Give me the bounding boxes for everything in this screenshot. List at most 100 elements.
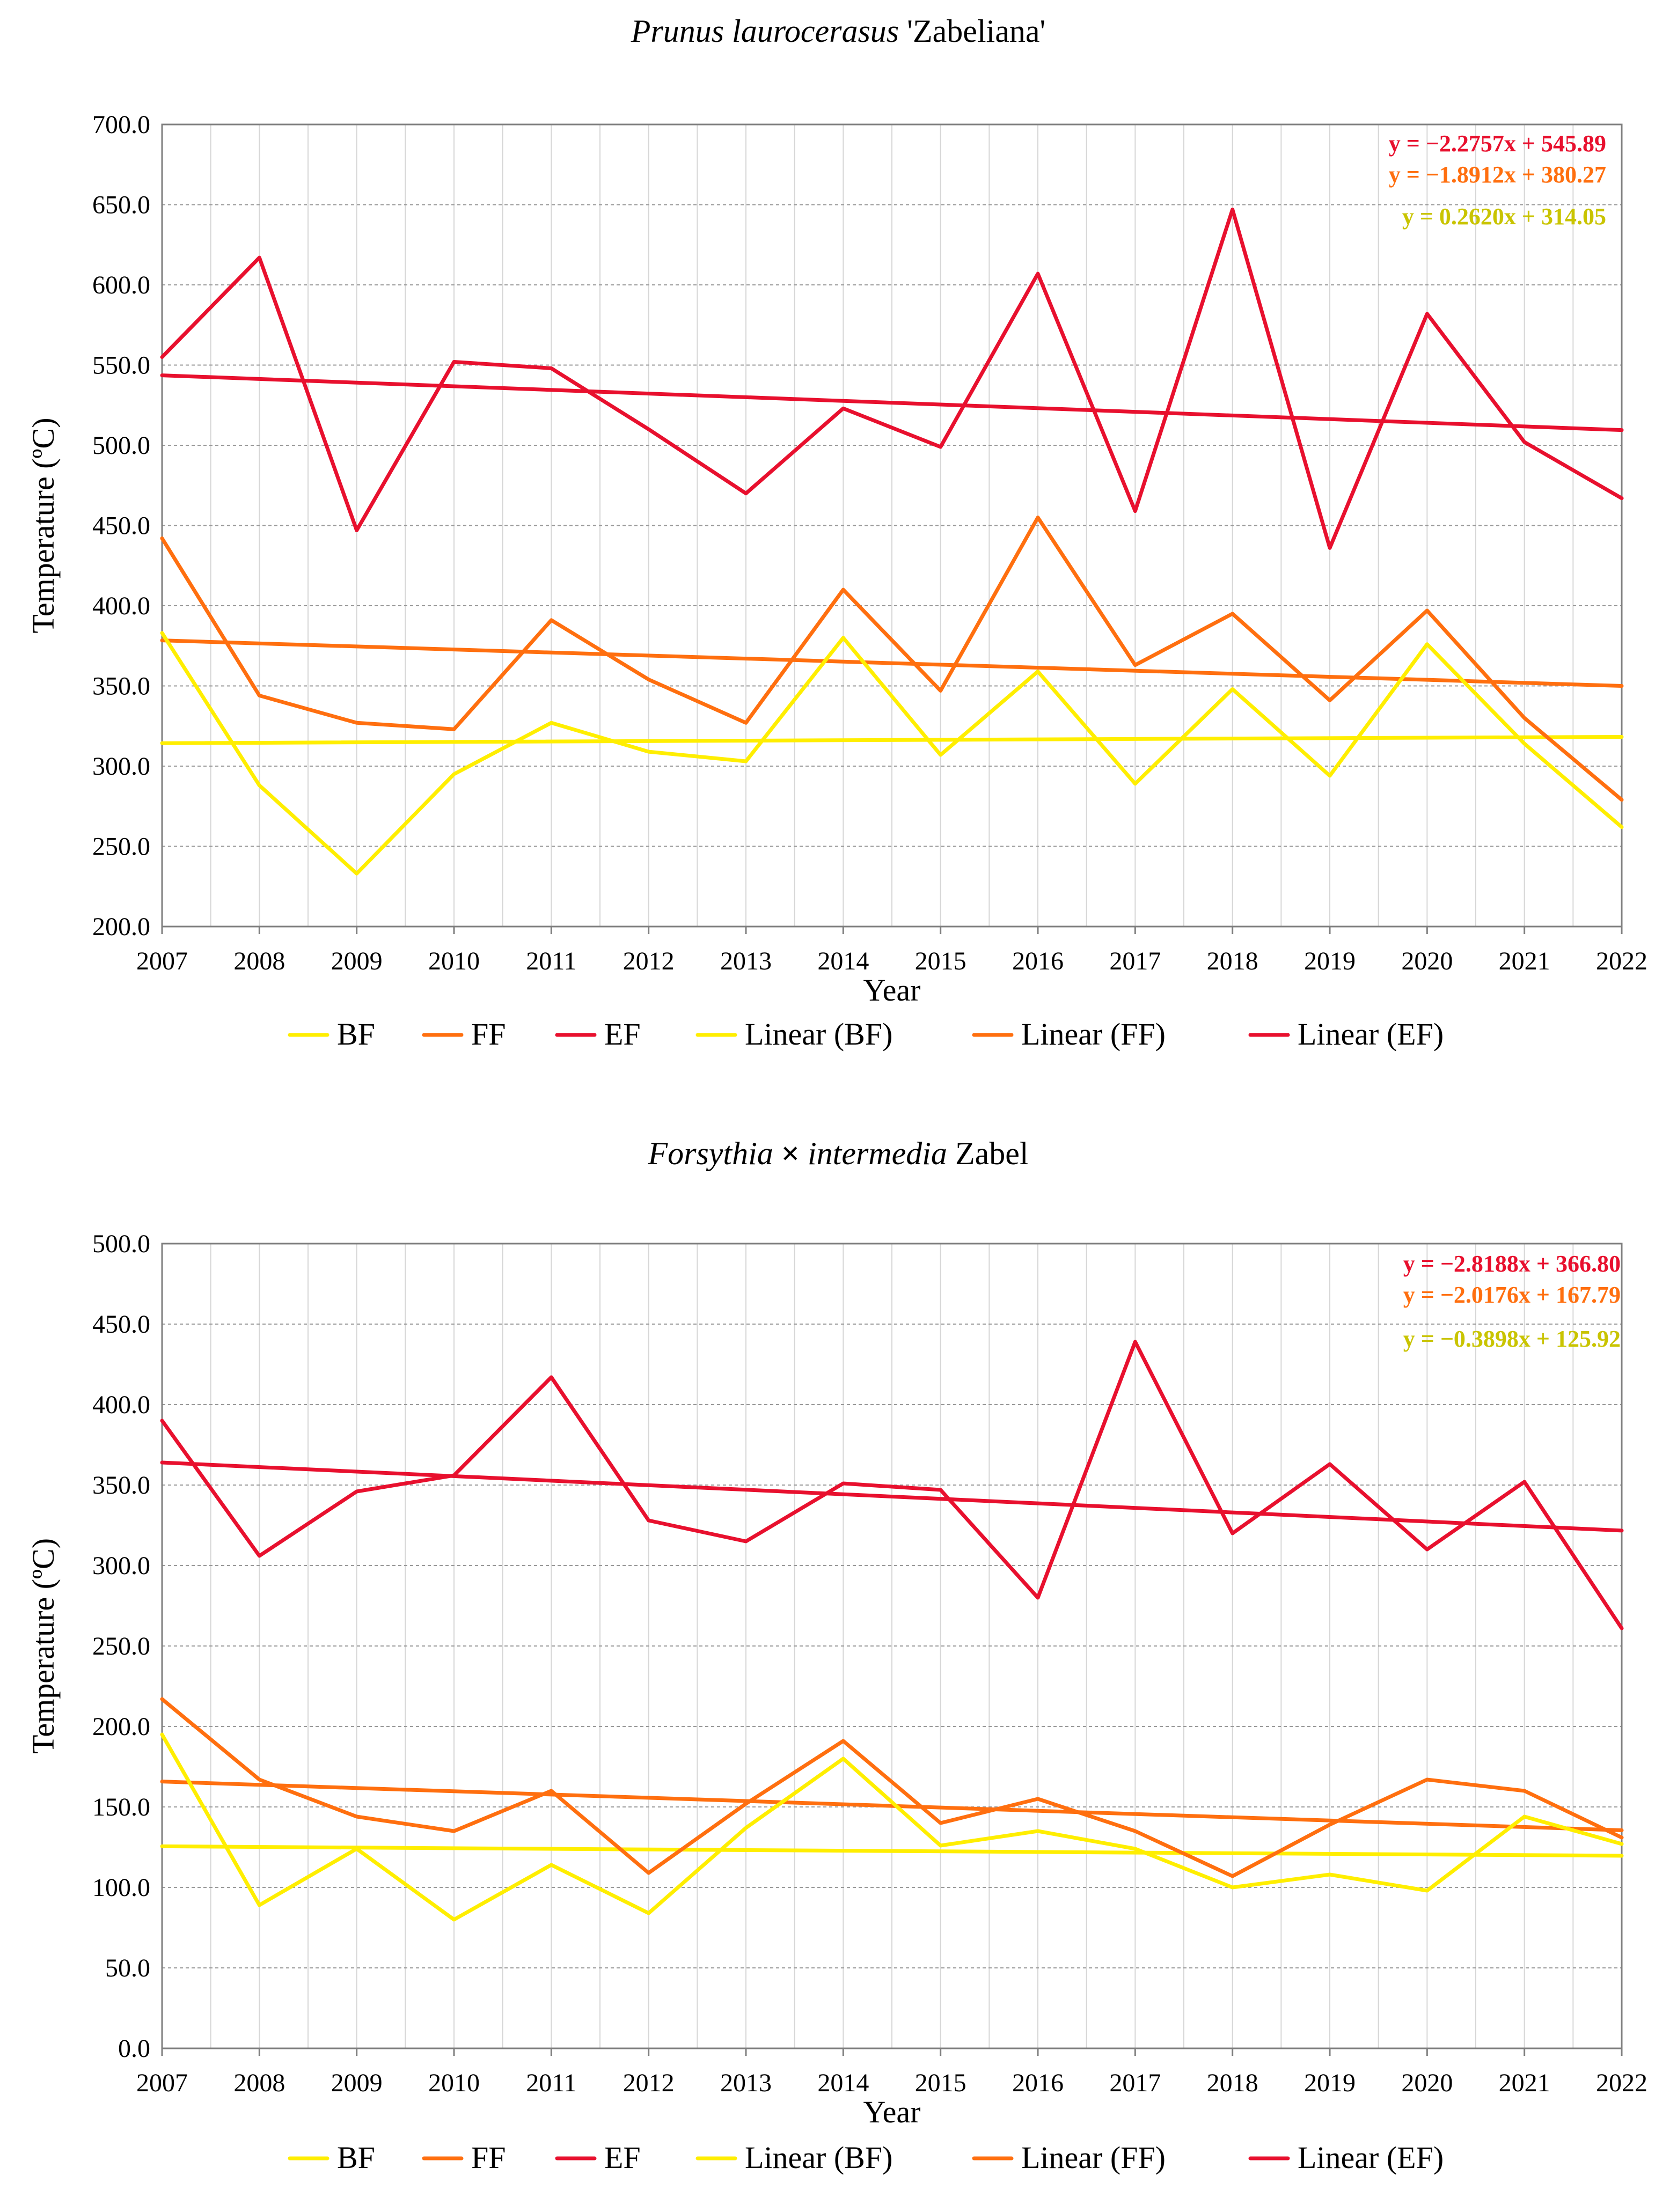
- chart-2-y-tick-label: 250.0: [92, 1632, 150, 1660]
- chart-1-x-tick-label: 2017: [1109, 947, 1161, 975]
- chart-1-trend-equation-ff: y = −1.8912x + 380.27: [1389, 161, 1606, 188]
- chart-1-x-tick-label: 2021: [1499, 947, 1550, 975]
- chart-1-legend-label-0: BF: [337, 1017, 375, 1052]
- chart-2-y-tick-label: 500.0: [92, 1230, 150, 1258]
- chart-2-x-tick-label: 2017: [1109, 2069, 1161, 2097]
- chart-1-y-tick-label: 450.0: [92, 512, 150, 540]
- chart-2-y-tick-label: 50.0: [105, 1954, 150, 1982]
- chart-1-series-line-bf: [160, 631, 1624, 876]
- chart-1-legend-label-4: Linear (FF): [1021, 1017, 1166, 1052]
- chart-1-title: Prunus laurocerasus 'Zabeliana': [631, 13, 1046, 49]
- chart-2-x-tick-label: 2010: [428, 2069, 480, 2097]
- chart-2-x-tick-label: 2011: [526, 2069, 576, 2097]
- chart-1-y-tick-label: 500.0: [92, 431, 150, 460]
- chart-1-x-tick-label: 2022: [1596, 947, 1647, 975]
- chart-2-title-rest: Zabel: [947, 1136, 1029, 1171]
- chart-1-x-tick-label: 2013: [720, 947, 772, 975]
- chart-2-legend-label-2: EF: [604, 2140, 641, 2175]
- chart-2-y-tick-label: 100.0: [92, 1873, 150, 1902]
- chart-2-legend-label-0: BF: [337, 2140, 375, 2175]
- chart-2-title: Forsythia × intermedia Zabel: [647, 1136, 1028, 1171]
- chart-2-title-italic-2: intermedia: [808, 1136, 947, 1171]
- chart-1-x-tick-label: 2008: [233, 947, 285, 975]
- chart-1-title-italic: Prunus laurocerasus: [631, 13, 899, 49]
- chart-2-x-tick-label: 2015: [915, 2069, 966, 2097]
- chart-2-y-tick-label: 400.0: [92, 1391, 150, 1419]
- chart-2-y-tick-label: 150.0: [92, 1793, 150, 1821]
- chart-2-y-tick-label: 300.0: [92, 1552, 150, 1580]
- chart-1-plot-area-border: [161, 123, 1623, 928]
- chart-1-series-line-ff: [160, 516, 1624, 802]
- chart-1-y-tick-label: 200.0: [92, 913, 150, 941]
- chart-1-x-axis-title: Year: [863, 973, 921, 1008]
- chart-2-title-times: ×: [773, 1136, 808, 1171]
- chart-2-trendline-ef: [160, 1460, 1624, 1533]
- chart-1-x-tick-label: 2010: [428, 947, 480, 975]
- chart-1-x-tick-label: 2012: [623, 947, 675, 975]
- chart-2-y-tick-label: 200.0: [92, 1713, 150, 1741]
- chart-1-trend-equation-ef: y = −2.2757x + 545.89: [1389, 130, 1606, 157]
- chart-2-series-line-ff: [160, 1697, 1624, 1878]
- chart-2-legend-label-1: FF: [471, 2140, 506, 2175]
- chart-2-series-line-ef: [160, 1340, 1624, 1630]
- chart-2-x-tick-label: 2020: [1401, 2069, 1453, 2097]
- chart-1-x-tick-label: 2014: [817, 947, 869, 975]
- chart-1-trendline-ef: [160, 373, 1624, 432]
- chart-2-trend-equation-bf: y = −0.3898x + 125.92: [1403, 1326, 1621, 1352]
- chart-2-x-tick-label: 2022: [1596, 2069, 1647, 2097]
- chart-1-x-tick-label: 2016: [1012, 947, 1064, 975]
- chart-1-legend-label-5: Linear (EF): [1298, 1017, 1444, 1052]
- chart-1-x-tick-label: 2015: [915, 947, 966, 975]
- chart-2-title-italic: Forsythia: [647, 1136, 773, 1171]
- chart-2-legend-label-4: Linear (FF): [1021, 2140, 1166, 2175]
- chart-1-trend-equation-bf: y = 0.2620x + 314.05: [1402, 203, 1606, 230]
- chart-1-y-tick-label: 600.0: [92, 271, 150, 299]
- chart-1-x-tick-label: 2019: [1304, 947, 1356, 975]
- chart-1-x-tick-label: 2011: [526, 947, 576, 975]
- chart-1-y-tick-label: 300.0: [92, 752, 150, 781]
- chart-1-x-tick-label: 2020: [1401, 947, 1453, 975]
- chart-2-x-tick-label: 2021: [1499, 2069, 1550, 2097]
- chart-2-y-tick-label: 450.0: [92, 1310, 150, 1339]
- chart-2-trendline-bf: [160, 1844, 1624, 1858]
- chart-2-y-tick-label: 0.0: [118, 2034, 150, 2063]
- chart-1-y-tick-label: 350.0: [92, 672, 150, 701]
- chart-1-x-tick-label: 2007: [136, 947, 188, 975]
- chart-1-y-tick-label: 400.0: [92, 592, 150, 620]
- chart-2-y-tick-label: 350.0: [92, 1471, 150, 1500]
- chart-1-y-axis-title: Temperature (ºC): [26, 417, 61, 633]
- chart-1-legend-label-2: EF: [604, 1017, 641, 1052]
- chart-2-x-tick-label: 2009: [331, 2069, 383, 2097]
- chart-2-legend-label-3: Linear (BF): [745, 2140, 892, 2175]
- chart-2-trend-equation-ef: y = −2.8188x + 366.80: [1403, 1251, 1621, 1277]
- chart-2-y-axis-title: Temperature (ºC): [26, 1538, 61, 1754]
- chart-1-legend-label-1: FF: [471, 1017, 506, 1052]
- chart-1-x-tick-label: 2009: [331, 947, 383, 975]
- chart-1-trendline-ff: [160, 638, 1624, 688]
- chart-1-series-line-ef: [160, 207, 1624, 550]
- chart-1: 200.0 250.0 300.0 350.0 400.0 450.0 500.0 550.0…: [26, 111, 1647, 1052]
- chart-2-x-axis-title: Year: [863, 2095, 921, 2129]
- chart-2-trend-equation-ff: y = −2.0176x + 167.79: [1403, 1282, 1621, 1308]
- chart-2-x-tick-label: 2012: [623, 2069, 675, 2097]
- chart-1-y-tick-label: 700.0: [92, 111, 150, 139]
- chart-2-x-tick-label: 2018: [1207, 2069, 1258, 2097]
- chart-2: 0.0 50.0 100.0 150.0 200.0 250.0 300.0 350.0 400…: [26, 1230, 1647, 2175]
- chart-2-x-tick-label: 2013: [720, 2069, 772, 2097]
- chart-2-x-tick-label: 2019: [1304, 2069, 1356, 2097]
- chart-2-x-tick-label: 2007: [136, 2069, 188, 2097]
- chart-1-y-tick-label: 250.0: [92, 833, 150, 861]
- chart-1-y-tick-label: 550.0: [92, 351, 150, 380]
- chart-2-x-tick-label: 2014: [817, 2069, 869, 2097]
- chart-2-x-tick-label: 2008: [233, 2069, 285, 2097]
- chart-1-legend-label-3: Linear (BF): [745, 1017, 892, 1052]
- chart-2-x-tick-label: 2016: [1012, 2069, 1064, 2097]
- chart-1-title-rest: 'Zabeliana': [899, 13, 1045, 49]
- chart-1-y-tick-label: 650.0: [92, 191, 150, 219]
- chart-2-plot-area-border: [161, 1243, 1623, 2049]
- chart-2-series-line-bf: [160, 1732, 1624, 1922]
- chart-1-x-tick-label: 2018: [1207, 947, 1258, 975]
- chart-1-trendline-bf: [160, 734, 1624, 745]
- chart-2-legend-label-5: Linear (EF): [1298, 2140, 1444, 2175]
